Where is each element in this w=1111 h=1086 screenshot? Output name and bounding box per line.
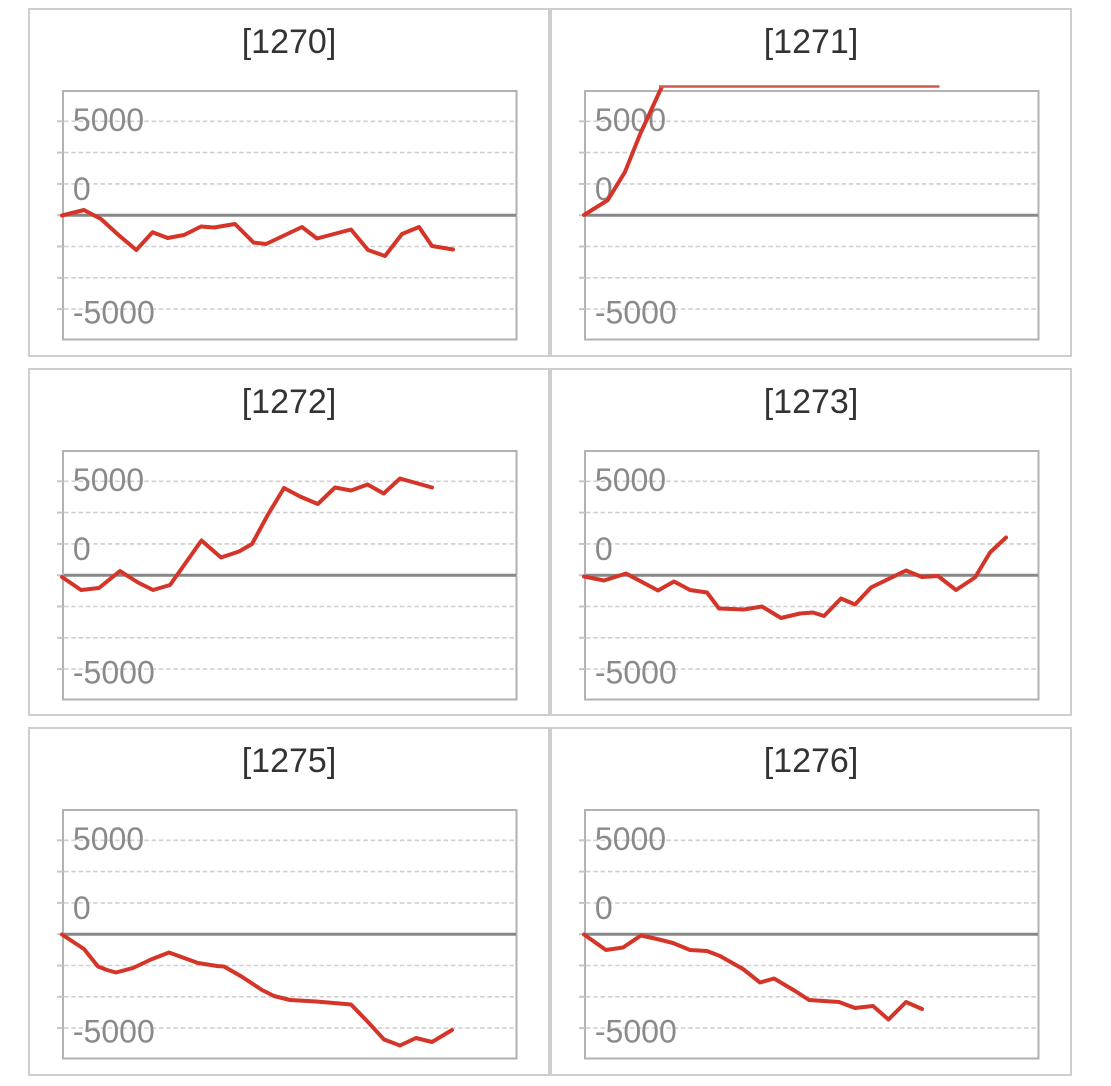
- svg-text:0: 0: [73, 171, 91, 207]
- svg-text:5000: 5000: [595, 102, 666, 138]
- svg-text:5000: 5000: [73, 102, 144, 138]
- svg-text:-5000: -5000: [73, 1014, 155, 1050]
- svg-text:-5000: -5000: [595, 654, 677, 690]
- svg-text:-5000: -5000: [73, 295, 155, 331]
- svg-text:0: 0: [595, 531, 613, 567]
- svg-text:0: 0: [73, 890, 91, 926]
- svg-text:5000: 5000: [73, 462, 144, 498]
- svg-text:-5000: -5000: [595, 295, 677, 331]
- svg-text:-5000: -5000: [73, 654, 155, 690]
- svg-text:0: 0: [73, 531, 91, 567]
- svg-text:5000: 5000: [73, 821, 144, 857]
- svg-text:-5000: -5000: [595, 1014, 677, 1050]
- svg-text:0: 0: [595, 890, 613, 926]
- svg-text:5000: 5000: [595, 821, 666, 857]
- svg-text:5000: 5000: [595, 462, 666, 498]
